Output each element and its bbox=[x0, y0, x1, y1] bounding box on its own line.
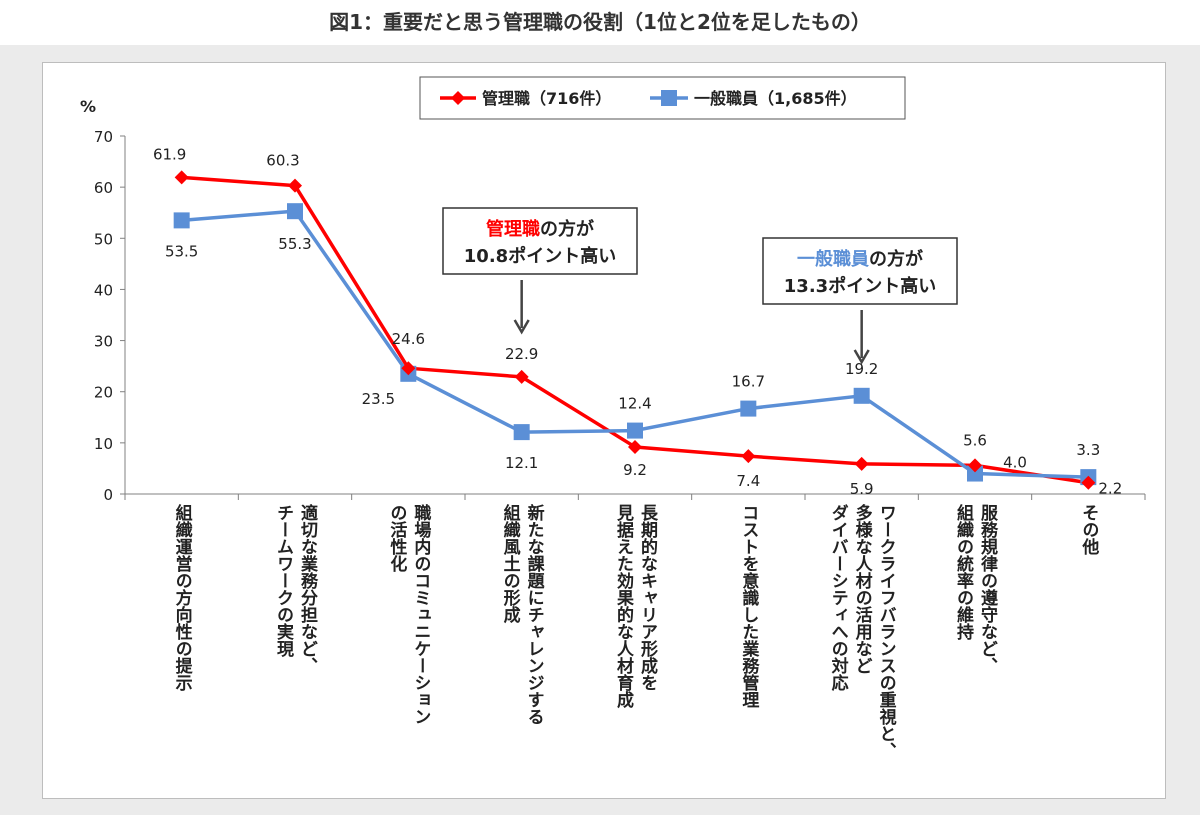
y-tick-label: 40 bbox=[94, 281, 113, 299]
legend-label-manager: 管理職（716件） bbox=[482, 89, 611, 108]
data-label-staff: 4.0 bbox=[1003, 454, 1027, 472]
data-label-manager: 7.4 bbox=[736, 472, 760, 490]
x-category-label: チームワークの実現 bbox=[273, 504, 294, 658]
marker-manager bbox=[288, 178, 302, 193]
marker-manager bbox=[174, 170, 189, 185]
annotation-box bbox=[442, 207, 638, 275]
data-label-manager: 60.3 bbox=[266, 152, 299, 170]
data-label-manager: 22.9 bbox=[505, 345, 538, 363]
legend-label-staff: 一般職員（1,685件） bbox=[694, 89, 857, 108]
data-label-staff: 3.3 bbox=[1076, 441, 1100, 459]
marker-staff bbox=[173, 212, 190, 229]
y-tick-label: 30 bbox=[94, 333, 113, 351]
annotation-highlight: 管理職 bbox=[486, 218, 540, 240]
data-label-staff: 55.3 bbox=[278, 235, 311, 253]
data-label-staff: 16.7 bbox=[732, 373, 765, 391]
y-tick-label: 10 bbox=[94, 435, 113, 453]
annotation-suffix: の方が bbox=[540, 218, 594, 240]
x-category-label: 職場内のコミュニケーション bbox=[410, 503, 431, 725]
data-label-manager: 5.9 bbox=[850, 480, 874, 498]
x-category-label: ワークライフバランスの重視と、 bbox=[876, 504, 898, 759]
marker-manager bbox=[1081, 475, 1096, 490]
annotation-line-1: 一般職員の方が bbox=[797, 248, 923, 270]
data-label-manager: 24.6 bbox=[392, 330, 425, 348]
y-tick-label: 50 bbox=[94, 230, 113, 248]
data-label-staff: 19.2 bbox=[845, 360, 878, 378]
marker-staff bbox=[627, 422, 643, 439]
annotation-highlight: 一般職員 bbox=[797, 248, 869, 270]
x-category-label: 適切な業務分担など、 bbox=[297, 503, 318, 674]
marker-staff bbox=[513, 424, 530, 441]
marker-staff bbox=[287, 203, 303, 220]
x-category-label: 組織運営の方向性の提示 bbox=[172, 503, 193, 692]
data-label-manager: 2.2 bbox=[1098, 480, 1122, 498]
marker-manager bbox=[741, 449, 756, 464]
data-label-staff: 12.1 bbox=[505, 454, 538, 472]
marker-manager bbox=[968, 458, 982, 473]
x-category-label: ダイバーシティへの対応 bbox=[828, 503, 850, 692]
annotation-arrow-head bbox=[853, 349, 870, 365]
x-category-label: 組織風土の形成 bbox=[500, 503, 520, 624]
y-axis-unit: % bbox=[80, 97, 96, 116]
y-tick-label: 60 bbox=[94, 179, 113, 197]
y-tick-label: 70 bbox=[94, 128, 113, 146]
marker-manager bbox=[854, 456, 869, 471]
data-label-staff: 12.4 bbox=[618, 395, 651, 413]
marker-manager bbox=[514, 369, 529, 384]
x-category-label: の活性化 bbox=[386, 504, 407, 572]
data-label-manager: 61.9 bbox=[153, 145, 186, 163]
x-category-label: 服務規律の遵守など、 bbox=[977, 504, 999, 674]
x-category-label: 多様な人材の活用など bbox=[852, 503, 873, 674]
annotation-line-2: 13.3ポイント高い bbox=[784, 275, 936, 297]
annotation-suffix: の方が bbox=[869, 248, 923, 270]
x-category-label: 新たな課題にチャレンジする bbox=[524, 503, 545, 725]
data-label-manager: 5.6 bbox=[963, 431, 987, 449]
x-category-label: 見据えた効果的な人材育成 bbox=[613, 504, 635, 709]
figure-title: 図1：重要だと思う管理職の役割（1位と2位を足したもの） bbox=[329, 10, 871, 34]
x-category-label: 組織の統率の維持 bbox=[953, 503, 974, 641]
legend-marker-staff bbox=[661, 90, 677, 106]
data-label-staff: 53.5 bbox=[165, 242, 198, 260]
annotation-box bbox=[762, 237, 958, 305]
x-category-label: その他 bbox=[1078, 504, 1100, 555]
data-label-manager: 9.2 bbox=[623, 461, 647, 479]
marker-manager bbox=[628, 439, 642, 454]
marker-manager bbox=[401, 361, 416, 376]
x-category-label: 長期的なキャリア形成を bbox=[637, 504, 658, 691]
y-tick-label: 20 bbox=[94, 384, 113, 402]
marker-staff bbox=[967, 465, 983, 482]
annotation-line-1: 管理職の方が bbox=[486, 218, 594, 240]
legend-marker-manager bbox=[451, 91, 465, 105]
annotation-arrow-head bbox=[513, 319, 530, 335]
x-category-label: コストを意識した業務管理 bbox=[738, 504, 759, 708]
annotation-line-2: 10.8ポイント高い bbox=[464, 245, 616, 267]
marker-staff bbox=[740, 400, 757, 417]
y-tick-label: 0 bbox=[103, 486, 113, 504]
marker-staff bbox=[853, 387, 870, 404]
data-label-staff: 23.5 bbox=[362, 390, 395, 408]
